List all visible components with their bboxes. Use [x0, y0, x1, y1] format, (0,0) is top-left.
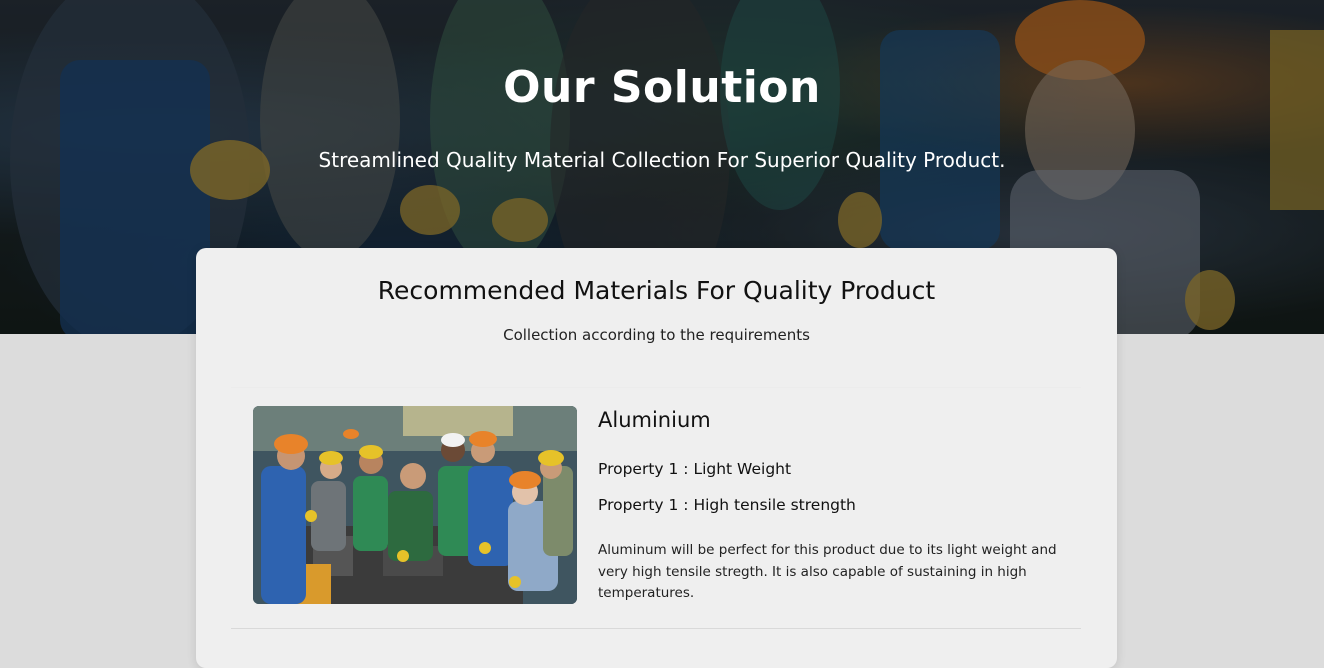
material-item: Aluminium Property 1 : Light Weight Prop…	[231, 387, 1081, 629]
material-property-1: Property 1 : Light Weight	[598, 460, 792, 478]
section-title: Recommended Materials For Quality Produc…	[377, 276, 936, 305]
materials-card: Recommended Materials For Quality Produc…	[196, 248, 1117, 668]
workers-illustration	[253, 406, 577, 604]
material-property-2: Property 1 : High tensile strength	[598, 496, 856, 514]
hero-title: Our Solution	[503, 62, 821, 113]
material-image	[253, 406, 577, 604]
hero-background-image	[10, 0, 1324, 334]
material-description: Aluminum will be perfect for this produc…	[598, 542, 1057, 601]
material-name: Aluminium	[598, 408, 711, 432]
section-subtitle: Collection according to the requirements	[503, 326, 810, 344]
hero-banner: Our Solution Streamlined Quality Materia…	[0, 0, 1324, 334]
hero-subtitle: Streamlined Quality Material Collection …	[318, 148, 1006, 172]
